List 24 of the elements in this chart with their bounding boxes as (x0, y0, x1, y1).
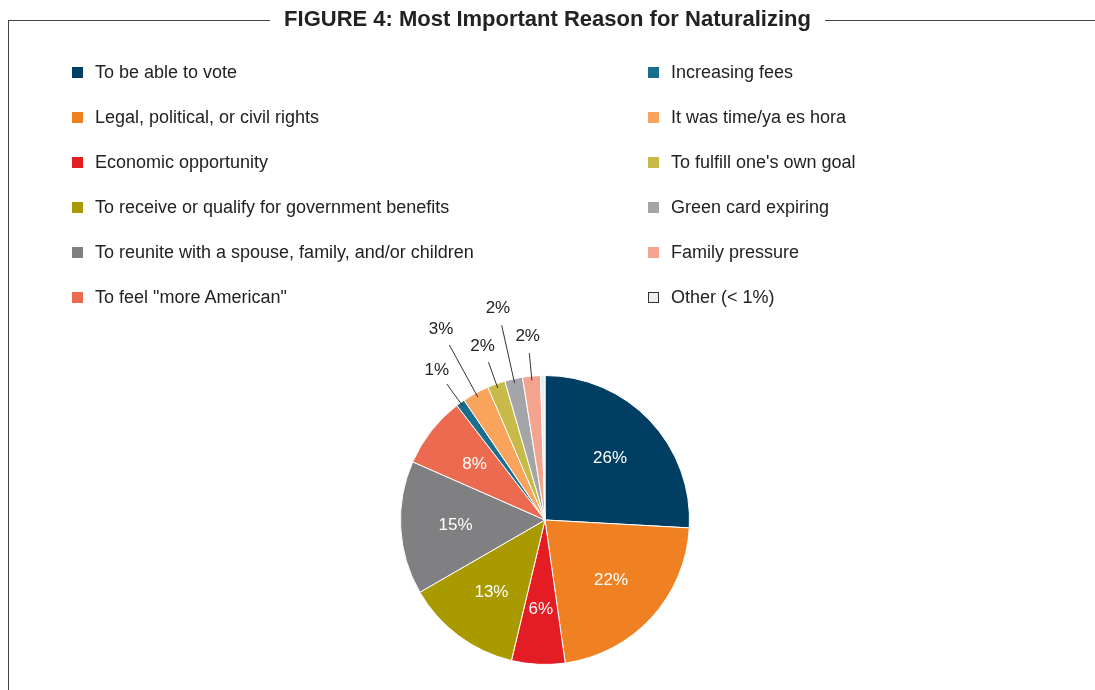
legend-label: To be able to vote (95, 61, 238, 83)
legend-label: Family pressure (671, 241, 800, 263)
legend-label: Economic opportunity (95, 151, 269, 173)
data-label: 6% (528, 599, 554, 619)
legend-label: Other (< 1%) (671, 286, 775, 308)
data-label: 2% (470, 335, 495, 355)
data-label: 15% (438, 514, 473, 534)
legend-label: To fulfill one's own goal (671, 151, 856, 173)
data-label: 1% (424, 359, 450, 379)
legend-label: Increasing fees (671, 61, 794, 83)
data-label: 8% (462, 454, 487, 474)
legend-label: To reunite with a spouse, family, and/or children (95, 241, 474, 263)
legend-label: To feel "more American" (95, 286, 287, 308)
data-label: 2% (485, 298, 511, 318)
legend-label: Legal, political, or civil rights (95, 106, 320, 128)
data-label: 2% (515, 325, 540, 345)
legend-label: To receive or qualify for government benefits (95, 196, 450, 218)
data-label: 3% (428, 319, 454, 339)
legend-label: Green card expiring (671, 196, 830, 218)
chart-title: FIGURE 4: Most Important Reason for Naturalizing (270, 6, 825, 31)
data-label: 22% (594, 570, 629, 590)
data-label: 13% (474, 581, 509, 601)
legend-label: It was time/ya es hora (671, 106, 847, 128)
data-label: 26% (593, 448, 628, 468)
